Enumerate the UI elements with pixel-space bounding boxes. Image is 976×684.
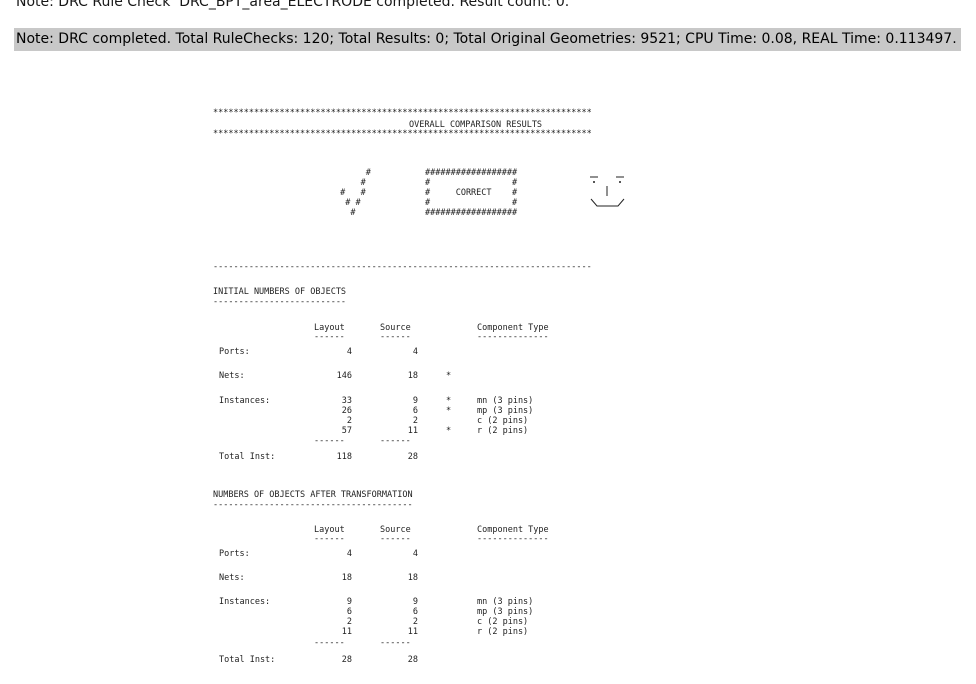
mismatch-flag: * bbox=[446, 396, 452, 406]
check-art-line: # # bbox=[335, 198, 361, 208]
total-underline: ------ bbox=[314, 436, 345, 446]
instance-type: r (2 pins) bbox=[477, 627, 529, 637]
total-source-value: 28 bbox=[407, 655, 418, 665]
instance-type: mn (3 pins) bbox=[477, 597, 534, 607]
check-art-line: # # bbox=[335, 188, 366, 198]
nets-layout-value: 18 bbox=[341, 573, 352, 583]
instance-layout-value: 26 bbox=[341, 406, 352, 416]
instance-type: c (2 pins) bbox=[477, 416, 529, 426]
smiley-face-icon bbox=[590, 176, 625, 207]
header-underline: ------ bbox=[380, 332, 411, 342]
instance-type: c (2 pins) bbox=[477, 617, 529, 627]
instance-type: mp (3 pins) bbox=[477, 406, 534, 416]
section-title-underline: -------------------------- bbox=[213, 297, 347, 307]
instance-type: mn (3 pins) bbox=[477, 396, 534, 406]
correct-box-line: ################## bbox=[425, 168, 518, 178]
section-title-initial: INITIAL NUMBERS OF OBJECTS bbox=[213, 287, 347, 297]
ports-source-value: 4 bbox=[412, 549, 418, 559]
instance-source-value: 11 bbox=[407, 426, 418, 436]
mismatch-flag: * bbox=[446, 426, 452, 436]
instance-source-value: 9 bbox=[412, 597, 418, 607]
row-label-instances: Instances: bbox=[219, 597, 271, 607]
ports-source-value: 4 bbox=[412, 347, 418, 357]
header-source: Source bbox=[380, 323, 411, 333]
instance-type: mp (3 pins) bbox=[477, 607, 534, 617]
header-component-type: Component Type bbox=[477, 323, 549, 333]
nets-source-value: 18 bbox=[407, 371, 418, 381]
row-label-nets: Nets: bbox=[219, 573, 245, 583]
instance-layout-value: 6 bbox=[346, 607, 352, 617]
row-label-ports: Ports: bbox=[219, 347, 250, 357]
instance-source-value: 11 bbox=[407, 627, 418, 637]
log-current-line[interactable]: Note: DRC completed. Total RuleChecks: 1… bbox=[14, 28, 961, 51]
log-previous-line: Note: DRC Rule Check DRC_BPT_area_ELECTR… bbox=[16, 0, 570, 10]
instance-layout-value: 11 bbox=[341, 627, 352, 637]
check-art-line: # bbox=[335, 168, 371, 178]
row-label-instances: Instances: bbox=[219, 396, 271, 406]
row-label-total: Total Inst: bbox=[219, 655, 276, 665]
total-underline: ------ bbox=[380, 638, 411, 648]
header-layout: Layout bbox=[314, 525, 345, 535]
header-underline: ------ bbox=[314, 534, 345, 544]
instance-source-value: 6 bbox=[412, 406, 418, 416]
correct-box-line: # CORRECT # bbox=[425, 188, 518, 198]
total-underline: ------ bbox=[380, 436, 411, 446]
total-source-value: 28 bbox=[407, 452, 418, 462]
row-label-total: Total Inst: bbox=[219, 452, 276, 462]
header-underline: -------------- bbox=[477, 332, 549, 342]
header-component-type: Component Type bbox=[477, 525, 549, 535]
instance-layout-value: 2 bbox=[346, 617, 352, 627]
header-source: Source bbox=[380, 525, 411, 535]
instance-layout-value: 33 bbox=[341, 396, 352, 406]
ports-layout-value: 4 bbox=[346, 347, 352, 357]
row-label-nets: Nets: bbox=[219, 371, 245, 381]
mismatch-flag: * bbox=[446, 406, 452, 416]
instance-source-value: 2 bbox=[412, 617, 418, 627]
total-underline: ------ bbox=[314, 638, 345, 648]
correct-box-line: ################## bbox=[425, 208, 518, 218]
instance-type: r (2 pins) bbox=[477, 426, 529, 436]
instance-layout-value: 57 bbox=[341, 426, 352, 436]
instance-source-value: 2 bbox=[412, 416, 418, 426]
correct-box-line: # # bbox=[425, 198, 518, 208]
ports-layout-value: 4 bbox=[346, 549, 352, 559]
total-layout-value: 118 bbox=[336, 452, 352, 462]
header-underline: ------ bbox=[380, 534, 411, 544]
correct-box-line: # # bbox=[425, 178, 518, 188]
star-line-top: ****************************************… bbox=[213, 108, 592, 118]
check-art-line: # bbox=[335, 178, 366, 188]
section-title-after: NUMBERS OF OBJECTS AFTER TRANSFORMATION bbox=[213, 490, 413, 500]
header-layout: Layout bbox=[314, 323, 345, 333]
header-underline: -------------- bbox=[477, 534, 549, 544]
separator-line: ----------------------------------------… bbox=[213, 262, 592, 272]
star-line-bottom: ****************************************… bbox=[213, 129, 592, 139]
total-layout-value: 28 bbox=[341, 655, 352, 665]
instance-source-value: 9 bbox=[412, 396, 418, 406]
instance-layout-value: 9 bbox=[346, 597, 352, 607]
nets-layout-value: 146 bbox=[336, 371, 352, 381]
section-title-underline: --------------------------------------- bbox=[213, 500, 413, 510]
nets-source-value: 18 bbox=[407, 573, 418, 583]
log-console: Note: DRC Rule Check DRC_BPT_area_ELECTR… bbox=[0, 0, 976, 51]
instance-source-value: 6 bbox=[412, 607, 418, 617]
instance-layout-value: 2 bbox=[346, 416, 352, 426]
mismatch-flag: * bbox=[446, 371, 452, 381]
report-title: OVERALL COMPARISON RESULTS bbox=[409, 120, 543, 130]
header-underline: ------ bbox=[314, 332, 345, 342]
check-art-line: # bbox=[335, 208, 356, 218]
row-label-ports: Ports: bbox=[219, 549, 250, 559]
